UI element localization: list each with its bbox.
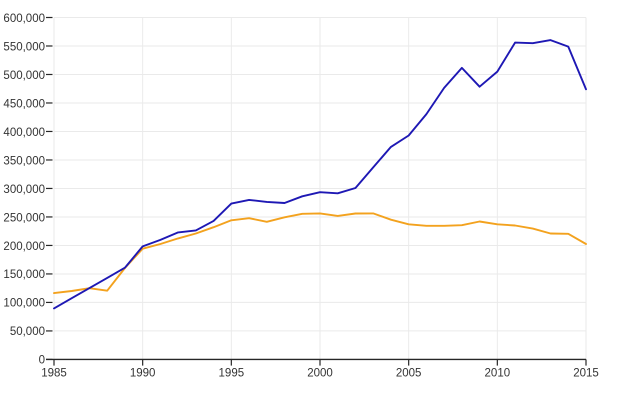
- svg-text:2015: 2015: [573, 368, 599, 380]
- svg-text:250,000: 250,000: [3, 212, 45, 224]
- svg-text:1990: 1990: [130, 368, 156, 380]
- svg-text:500,000: 500,000: [3, 70, 45, 82]
- svg-text:600,000: 600,000: [3, 13, 45, 25]
- svg-text:300,000: 300,000: [3, 184, 45, 196]
- svg-text:450,000: 450,000: [3, 98, 45, 110]
- svg-text:2000: 2000: [307, 368, 333, 380]
- svg-text:1985: 1985: [41, 368, 67, 380]
- svg-text:150,000: 150,000: [3, 269, 45, 281]
- svg-text:2005: 2005: [396, 368, 422, 380]
- svg-text:2010: 2010: [485, 368, 511, 380]
- svg-text:350,000: 350,000: [3, 155, 45, 167]
- svg-text:550,000: 550,000: [3, 41, 45, 53]
- svg-text:1995: 1995: [219, 368, 245, 380]
- svg-text:50,000: 50,000: [10, 326, 45, 338]
- svg-text:0: 0: [39, 355, 45, 367]
- svg-text:200,000: 200,000: [3, 241, 45, 253]
- svg-text:100,000: 100,000: [3, 298, 45, 310]
- svg-text:400,000: 400,000: [3, 127, 45, 139]
